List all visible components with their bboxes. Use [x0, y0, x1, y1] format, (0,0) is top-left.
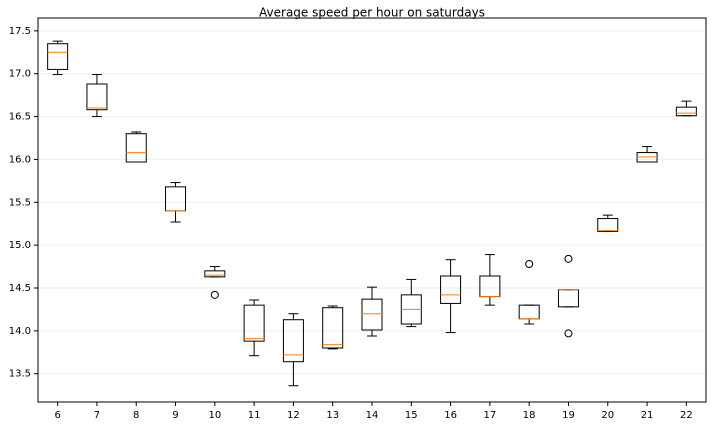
x-tick-label: 7	[94, 410, 100, 421]
x-tick-label: 6	[54, 410, 60, 421]
box	[282, 319, 304, 363]
outlier	[210, 290, 219, 299]
x-tick-label: 13	[326, 410, 339, 421]
box	[518, 304, 540, 320]
x-tick-label: 20	[601, 410, 614, 421]
box	[204, 270, 226, 278]
box	[86, 83, 108, 111]
y-tick-label: 15.0	[9, 240, 31, 251]
x-tick-label: 10	[208, 410, 221, 421]
x-tick-label: 22	[680, 410, 693, 421]
x-tick-label: 15	[405, 410, 418, 421]
x-tick-label: 8	[133, 410, 139, 421]
y-tick-label: 14.0	[9, 326, 31, 337]
box	[361, 298, 383, 331]
y-tick-label: 14.5	[9, 283, 31, 294]
x-tick-label: 9	[172, 410, 178, 421]
box	[479, 275, 501, 298]
x-tick-label: 17	[484, 410, 497, 421]
box	[47, 43, 69, 70]
y-tick-label: 16.5	[9, 112, 31, 123]
box	[322, 307, 344, 349]
y-tick-label: 15.5	[9, 197, 31, 208]
x-tick-label: 16	[444, 410, 457, 421]
box	[597, 218, 619, 232]
x-tick-label: 21	[641, 410, 654, 421]
outlier	[525, 260, 534, 268]
x-tick-label: 19	[562, 410, 575, 421]
box	[557, 289, 579, 308]
outlier	[564, 329, 573, 338]
plot-frame	[37, 17, 707, 403]
box	[675, 106, 697, 117]
y-tick-label: 17.5	[9, 26, 31, 37]
box	[165, 186, 187, 212]
x-tick-label: 14	[366, 410, 379, 421]
x-tick-label: 18	[523, 410, 536, 421]
x-tick-label: 12	[287, 410, 300, 421]
outlier	[564, 254, 573, 263]
box	[125, 133, 147, 163]
box	[440, 275, 462, 304]
box	[243, 304, 265, 342]
y-tick-label: 16.0	[9, 154, 31, 165]
chart-title: Average speed per hour on saturdays	[259, 6, 485, 20]
x-tick-label: 11	[248, 410, 261, 421]
y-tick-label: 13.5	[9, 369, 31, 380]
y-tick-label: 17.0	[9, 69, 31, 80]
